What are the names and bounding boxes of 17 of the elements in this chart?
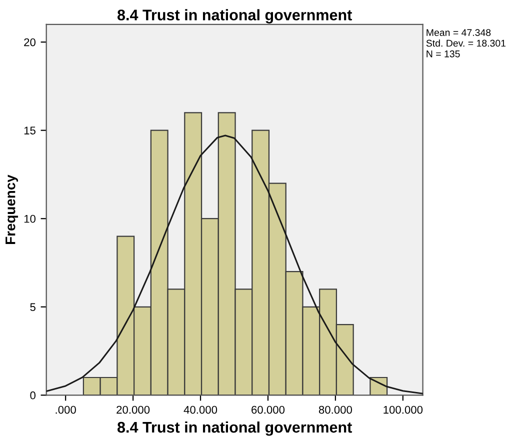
x-tick-label: 60.000	[252, 406, 285, 414]
x-tick-label: 40.000	[184, 406, 218, 414]
text: Mean = 47.348	[426, 29, 491, 36]
y-tick-label: 0	[30, 391, 36, 400]
x-tick-label: .000	[56, 406, 76, 414]
y-tick-label: 5	[30, 303, 36, 312]
x-tick-label: 80.000	[318, 406, 352, 414]
text: N = 135	[426, 50, 460, 58]
x-axis-title: 8.4 Trust in national government	[118, 421, 352, 436]
y-tick-label: 20	[24, 38, 36, 46]
y-tick-label: 15	[24, 126, 36, 134]
y-axis-title: Frequency	[6, 174, 18, 244]
text: Std. Dev. = 18.301	[426, 40, 506, 47]
chart-title: 8.4 Trust in national government	[118, 9, 352, 24]
x-tick-label: 100.000	[384, 406, 423, 414]
x-tick-label: 20.000	[116, 406, 150, 414]
y-tick-label: 10	[24, 214, 36, 223]
